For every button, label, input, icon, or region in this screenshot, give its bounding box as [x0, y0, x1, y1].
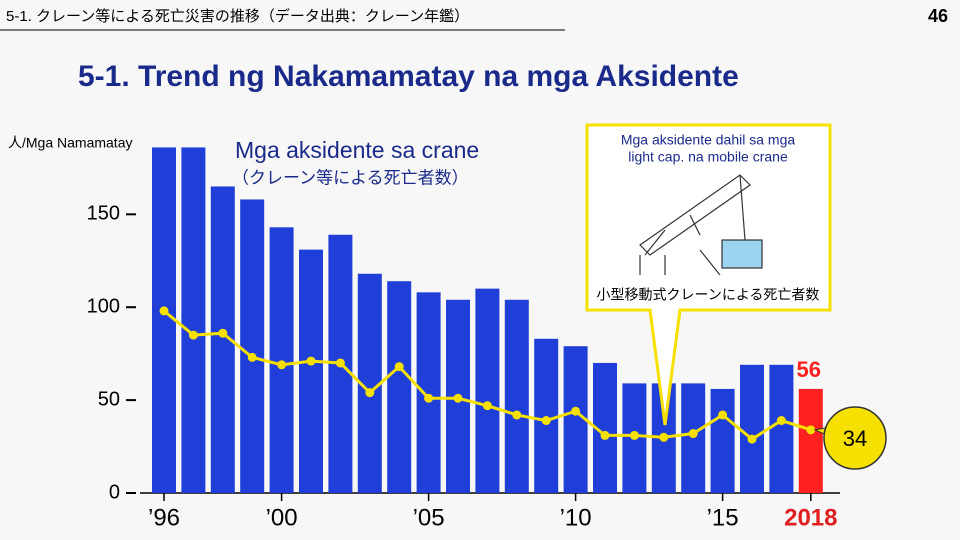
- line-point: [776, 416, 786, 426]
- bar: [181, 147, 206, 493]
- line-point: [659, 432, 669, 442]
- callout-box: [585, 123, 832, 426]
- x-tick-label: ’00: [266, 504, 298, 531]
- bar: [475, 288, 500, 493]
- line-point: [277, 360, 287, 370]
- y-tick-label: 50: [98, 388, 120, 410]
- bar: [299, 249, 323, 493]
- line-point: [718, 410, 728, 420]
- line-point: [512, 410, 522, 420]
- y-tick-label: 100: [87, 295, 120, 317]
- line-point: [365, 388, 375, 398]
- bar: [152, 147, 176, 493]
- bar: [387, 281, 412, 493]
- line-point: [600, 430, 610, 440]
- line-point: [247, 352, 257, 362]
- line-legend-sub: 小型移動式クレーンによる死亡者数: [597, 287, 820, 303]
- line-point: [159, 306, 169, 316]
- line-point: [806, 425, 816, 435]
- bar: [240, 199, 265, 493]
- line-point: [688, 429, 698, 439]
- line-point: [306, 356, 316, 366]
- x-tick-label: ’96: [148, 504, 180, 531]
- line-point: [747, 434, 757, 444]
- page-number: 46: [928, 6, 948, 26]
- bar: [740, 364, 764, 493]
- bar: [534, 338, 559, 493]
- crane-sketch: [639, 174, 763, 276]
- bar: [798, 388, 823, 493]
- line-legend: Mga aksidente dahil sa mga: [621, 132, 796, 148]
- chart-title: 5-1. Trend ng Nakamamatay na mga Aksiden…: [78, 60, 739, 93]
- bar: [416, 292, 441, 493]
- bar-value-label: 56: [797, 357, 821, 382]
- bar-legend: Mga aksidente sa crane: [235, 137, 479, 163]
- line-point: [541, 416, 551, 426]
- bar-legend-sub: （クレーン等による死亡者数）: [232, 168, 469, 187]
- bar: [769, 364, 794, 493]
- line-legend: light cap. na mobile crane: [628, 149, 788, 165]
- bar: [710, 388, 735, 493]
- y-tick-label: 0: [109, 481, 120, 503]
- value-callout: [823, 406, 887, 470]
- line-point: [482, 401, 492, 411]
- x-tick-label: 2018: [784, 504, 837, 531]
- line-value-label: 34: [843, 426, 867, 451]
- line-point: [629, 430, 639, 440]
- line-point: [571, 406, 581, 416]
- y-axis-label: 人/Mga Namamatay: [8, 135, 132, 151]
- x-tick-label: ’15: [707, 504, 739, 531]
- y-tick-label: 150: [87, 203, 120, 225]
- plot: 0 50 100 150 ’96 ’00 ’05 ’10 ’15 2018 56 34: [87, 147, 887, 531]
- bar: [681, 383, 706, 493]
- callout: Mga aksidente dahil sa mga light cap. na…: [585, 123, 832, 426]
- line-point: [424, 393, 434, 403]
- bar: [504, 299, 529, 493]
- line-point: [335, 358, 345, 368]
- header: 5-1. クレーン等による死亡災害の推移（データ出典：クレーン年鑑）: [6, 7, 469, 25]
- line-point: [188, 330, 198, 340]
- bar: [269, 227, 294, 494]
- line-point: [453, 393, 463, 403]
- line-point: [394, 362, 404, 372]
- x-tick-label: ’05: [413, 504, 445, 531]
- line-point: [218, 328, 228, 338]
- x-tick-label: ’10: [560, 504, 592, 531]
